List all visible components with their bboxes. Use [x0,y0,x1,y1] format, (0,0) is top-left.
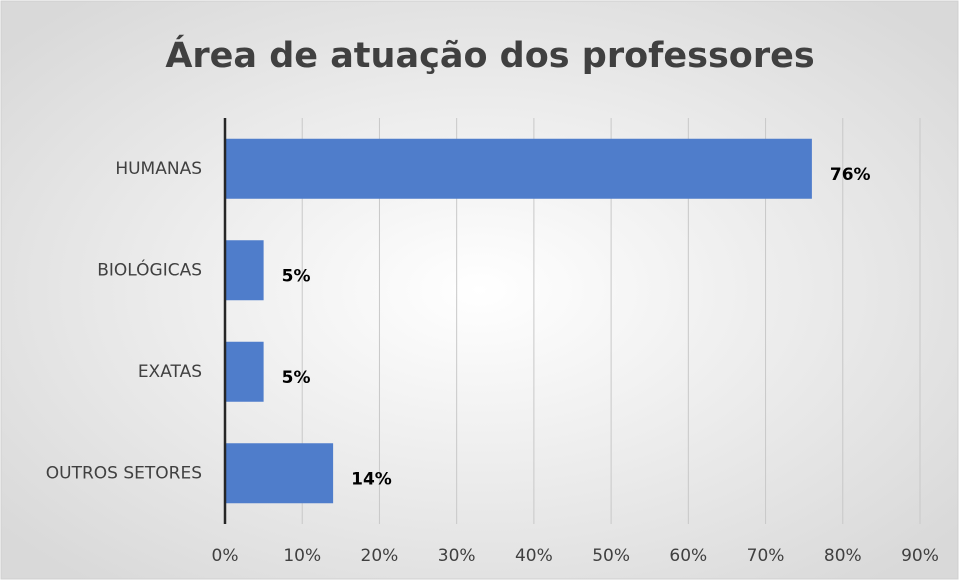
x-tick-label: 40% [515,546,553,566]
x-tick-label: 80% [824,546,862,566]
bar [225,138,812,199]
value-label: 5% [282,368,311,388]
value-label: 14% [351,469,392,489]
y-tick-label: HUMANAS [115,159,202,179]
bar [225,443,334,504]
x-tick-label: 70% [747,546,785,566]
value-label: 5% [282,266,311,286]
y-tick-label: OUTROS SETORES [46,463,202,483]
x-tick-label: 20% [361,546,399,566]
x-tick-label: 30% [438,546,476,566]
x-tick-label: 50% [592,546,630,566]
y-tick-label: EXATAS [138,362,202,382]
value-label: 76% [830,165,871,185]
x-tick-label: 60% [669,546,707,566]
x-tick-label: 0% [212,546,239,566]
x-tick-label: 10% [283,546,321,566]
chart-title: Área de atuação dos professores [165,34,814,76]
x-tick-label: 90% [901,546,939,566]
bar [225,240,264,301]
y-tick-label: BIOLÓGICAS [97,258,202,280]
bar [225,341,264,402]
